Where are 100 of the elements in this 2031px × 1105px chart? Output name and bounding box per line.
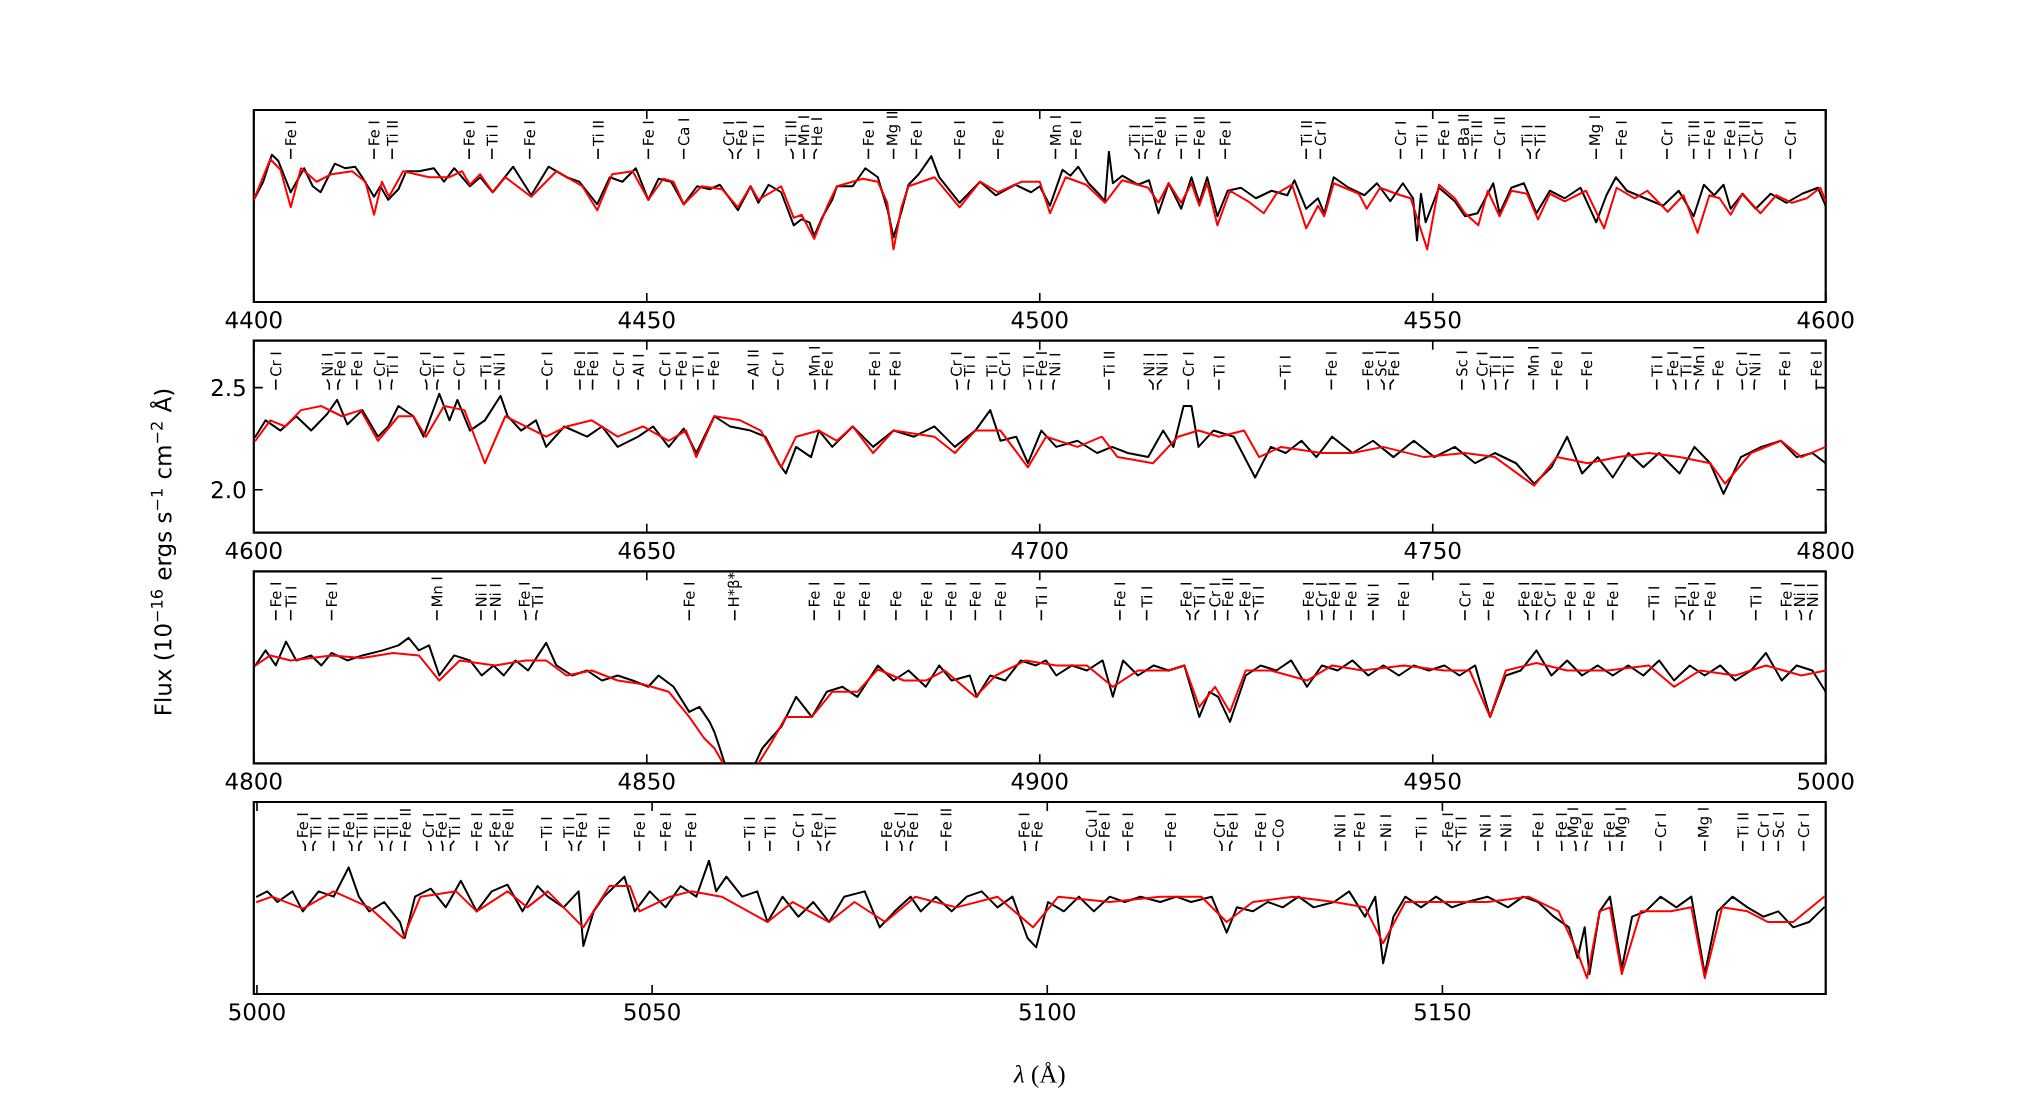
ref-line-label: Ti I — [1680, 356, 1692, 377]
ref-line-label: Fe I — [1180, 583, 1192, 606]
ref-line-label: Fe I — [1353, 813, 1365, 837]
ref-line-label: Ti I — [386, 356, 398, 377]
ref-line-label: Cr II — [1493, 117, 1506, 146]
ref-line-label: Fe I — [1239, 583, 1251, 606]
ref-line-label: Fe I — [1388, 352, 1400, 376]
ref-line-label: Fe I — [1703, 121, 1715, 145]
ref-line-label: Ti II — [592, 121, 604, 147]
x-tick-label: 4700 — [1011, 541, 1068, 560]
ref-line-label: Sc I — [1772, 812, 1784, 838]
ref-line-label: Fe I — [1564, 583, 1576, 606]
ref-line-label: Fe I — [1362, 352, 1374, 376]
ref-line-label: Cu I — [1085, 810, 1097, 838]
ref-line-label: Fe I — [858, 583, 870, 606]
ref-line-label: Fe II — [399, 809, 411, 837]
ref-line-label: Ti I — [1279, 356, 1291, 377]
ref-line-label: Cr I — [1315, 583, 1327, 607]
ref-line-label: Fe I — [683, 583, 695, 606]
ref-line-label: Cr I — [612, 352, 625, 376]
ref-line-label: Ti I — [432, 356, 444, 377]
ref-line-label: Ni I — [493, 353, 505, 376]
x-tick-label: 4550 — [1404, 311, 1461, 329]
ref-line-label: Ti I — [1141, 125, 1154, 147]
ref-line-label: Fe I — [587, 352, 599, 376]
ref-line-label: Ni I — [1334, 815, 1346, 837]
ref-line-label: Mn I — [1693, 346, 1705, 376]
ref-line-label: Cr I — [1544, 583, 1556, 607]
ref-line-label: Fe I — [368, 121, 380, 145]
ref-line-label: Fe I — [1070, 121, 1082, 145]
ref-line-label: Fe I — [833, 583, 845, 606]
ref-line-label: Fe I — [1398, 583, 1410, 606]
ref-line-label: Fe I — [1165, 813, 1177, 837]
ref-line-label: He I — [811, 118, 823, 145]
x-tick-label: 4500 — [1011, 311, 1068, 329]
ref-line-label: Ti I — [531, 587, 543, 608]
ref-line-label: Ti II — [785, 121, 797, 147]
ref-line-label: Co — [1272, 819, 1284, 838]
ref-line-label: Fe — [1712, 360, 1724, 376]
ref-line-label: Ti II — [1470, 121, 1483, 147]
ref-line-label: Fe I — [1219, 121, 1231, 145]
ref-line-label: Fe II — [502, 809, 514, 837]
x-tick-label: 5100 — [1019, 1003, 1075, 1021]
ref-line-label: H*β* — [727, 572, 743, 606]
ref-line-label: Ni I — [1367, 584, 1379, 606]
x-axis-title: λ (Å) — [1013, 1062, 1065, 1088]
ref-line-label: Mg I — [1615, 808, 1630, 837]
ref-line-label: Ti I — [1651, 356, 1663, 377]
ref-line-label: Cr I — [1394, 122, 1407, 146]
y-tick-label: 2.5 — [211, 378, 245, 397]
x-tick-label: 4850 — [618, 772, 675, 790]
x-tick-label: 5050 — [624, 1003, 680, 1021]
ref-line-label: Fe I — [463, 121, 475, 145]
ref-line-label: Fe II — [1193, 117, 1205, 145]
ref-line-label: Mg I — [1697, 808, 1712, 837]
x-tick-label: 4600 — [1797, 311, 1854, 329]
ref-line-label: Fe I — [1603, 813, 1615, 837]
ref-line-label: Ti I — [540, 817, 552, 839]
ref-line-label: Ti I — [1521, 125, 1533, 147]
ref-line-label: Cr I — [1476, 352, 1488, 376]
ref-line-label: Fe I — [1779, 352, 1791, 376]
ref-line-label: Ti I — [1750, 587, 1762, 608]
ref-line-label: Fe I — [1581, 813, 1593, 837]
ref-line-label: Fe — [890, 591, 902, 606]
ref-line-label: Cr I — [1784, 122, 1796, 146]
ref-line-label: Fe II — [1154, 117, 1166, 145]
ref-line-label: Ni I — [1048, 353, 1061, 376]
ref-line-label: Fe I — [1518, 583, 1530, 606]
ref-line-label: Fe I — [1114, 583, 1126, 606]
ref-line-label: Fe I — [1532, 813, 1544, 837]
ref-line-label: Fe I — [708, 352, 720, 376]
ref-line-label: Fe I — [574, 352, 586, 376]
ref-line-label: Cr I — [270, 352, 282, 376]
x-tick-label: 4650 — [618, 541, 675, 560]
ref-line-label: Ti I — [1455, 817, 1467, 839]
ref-line-label: Mn I — [798, 116, 810, 145]
ref-line-label: Ti II — [386, 121, 398, 147]
ref-line-label: Ti I — [386, 817, 398, 839]
ref-line-label: Fe I — [489, 813, 501, 837]
ref-line-label: Cr I — [1736, 352, 1748, 376]
x-tick-label: 4750 — [1404, 541, 1461, 560]
ref-line-label: Fe I — [969, 583, 981, 606]
x-tick-label: 4400 — [225, 311, 282, 329]
ref-line-label: Mn I — [1050, 116, 1061, 145]
ref-line-label: Cr I — [999, 352, 1011, 376]
ref-line-label: Ti I — [1502, 356, 1514, 377]
ref-line-label: Ti I — [1175, 125, 1187, 147]
ref-line-label: Al II — [747, 350, 759, 377]
y-tick-label: 2.0 — [211, 481, 246, 499]
ref-line-label: Fe I — [1531, 583, 1543, 606]
ref-line-label: Cr I — [1797, 814, 1810, 838]
ref-line-label: Fe I — [1255, 813, 1267, 837]
ref-line-label: Ti II — [1738, 121, 1750, 147]
x-tick-label: 5000 — [229, 1003, 285, 1021]
ref-line-label: Fe I — [1122, 813, 1134, 837]
ref-line-label: Fe I — [1724, 121, 1736, 145]
ref-line-label: Ti I — [1022, 356, 1035, 377]
x-tick-label: 4600 — [225, 541, 282, 560]
ref-line-label: Sc I — [1375, 351, 1387, 376]
ref-line-label: Ti I — [1252, 587, 1264, 608]
